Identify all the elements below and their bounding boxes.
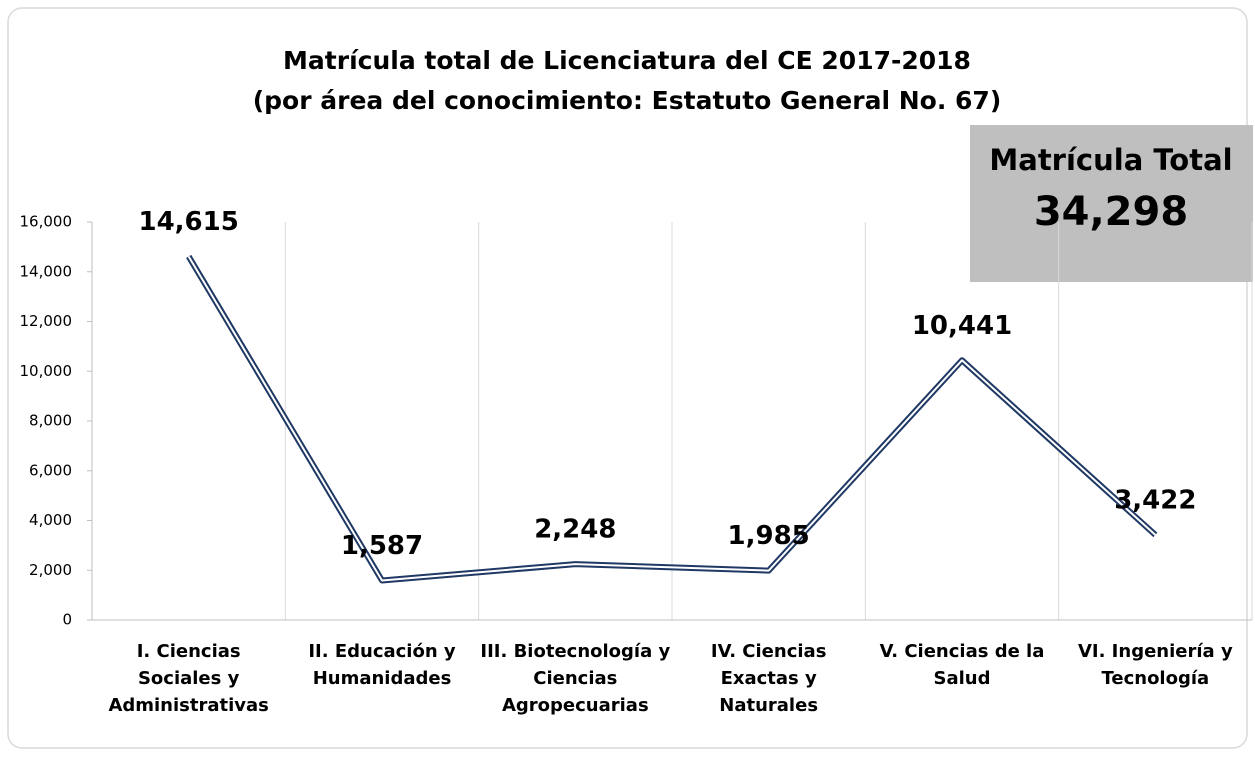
y-tick-label: 12,000: [20, 312, 73, 330]
series-line-inner: [187, 255, 1157, 582]
y-tick-label: 2,000: [29, 561, 72, 579]
y-tick-label: 0: [62, 611, 72, 629]
chart-title: Matrícula total de Licenciatura del CE 2…: [283, 46, 971, 75]
x-tick-label: V. Ciencias de la Salud: [879, 641, 1045, 689]
x-tick-label: I. Ciencias Sociales y Administrativas: [108, 641, 269, 716]
y-tick-label: 8,000: [29, 412, 72, 430]
chart-frame: [7, 7, 1248, 749]
y-tick-label: 14,000: [20, 262, 73, 280]
x-tick-label: IV. Ciencias Exactas y Naturales: [710, 641, 827, 716]
chart-subtitle: (por área del conocimiento: Estatuto Gen…: [253, 86, 1002, 115]
x-tick-label: III. Biotecnología y Ciencias Agropecuar…: [480, 641, 671, 716]
data-label: 1,985: [728, 521, 810, 551]
x-tick-label: II. Educación y Humanidades: [308, 641, 456, 689]
data-label: 1,587: [341, 531, 423, 561]
x-tick-label: VI. Ingeniería y Tecnología: [1077, 641, 1233, 689]
data-label: 2,248: [534, 515, 616, 545]
y-tick-label: 16,000: [20, 213, 73, 231]
y-tick-label: 10,000: [20, 362, 73, 380]
data-label: 3,422: [1114, 485, 1196, 515]
data-label: 10,441: [912, 311, 1012, 341]
total-title: Matrícula Total: [989, 143, 1232, 177]
data-label: 14,615: [138, 207, 238, 237]
total-value: 34,298: [1034, 189, 1188, 235]
total-box: [970, 125, 1253, 282]
y-tick-label: 4,000: [29, 511, 72, 529]
y-tick-label: 6,000: [29, 461, 72, 479]
